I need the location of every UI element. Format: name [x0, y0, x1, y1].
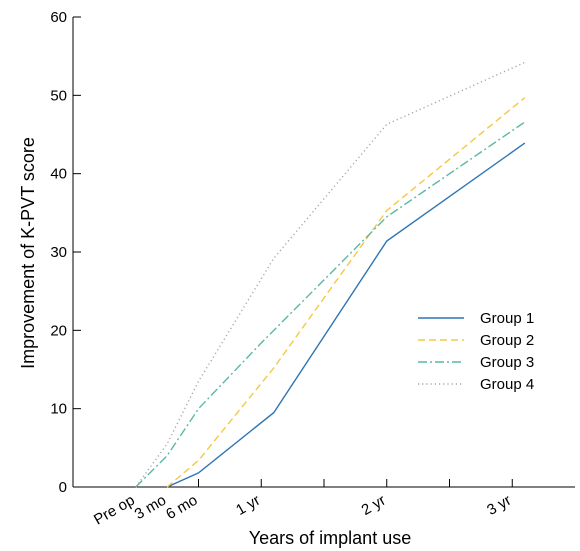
- x-tick-label: 3 yr: [484, 492, 514, 519]
- series-line-group-4: [135, 61, 526, 488]
- y-tick-label: 30: [50, 244, 67, 261]
- series-line-group-1: [166, 142, 526, 488]
- legend-label: Group 4: [480, 376, 534, 393]
- y-tick-label: 50: [50, 87, 67, 104]
- x-tick-label: 2 yr: [359, 492, 389, 519]
- y-tick-label: 0: [59, 479, 67, 496]
- y-tick-label: 40: [50, 166, 67, 183]
- y-axis-title: Improvement of K-PVT score: [18, 137, 38, 369]
- legend: Group 1 Group 2 Group 3 Group 4: [418, 310, 534, 393]
- legend-label: Group 3: [480, 354, 534, 371]
- y-tick-label: 10: [50, 401, 67, 418]
- y-tick-label: 20: [50, 322, 67, 339]
- x-tick-label: 6 mo: [163, 492, 200, 523]
- y-tick-label: 60: [50, 9, 67, 26]
- series-line-group-3: [135, 121, 526, 488]
- legend-label: Group 2: [480, 332, 534, 349]
- x-tick-label: Pre op: [91, 492, 138, 529]
- series-layer: [135, 61, 526, 488]
- legend-label: Group 1: [480, 310, 534, 327]
- x-tick-label: 1 yr: [233, 492, 263, 519]
- x-axis-title: Years of implant use: [249, 528, 411, 548]
- series-line-group-2: [166, 97, 526, 488]
